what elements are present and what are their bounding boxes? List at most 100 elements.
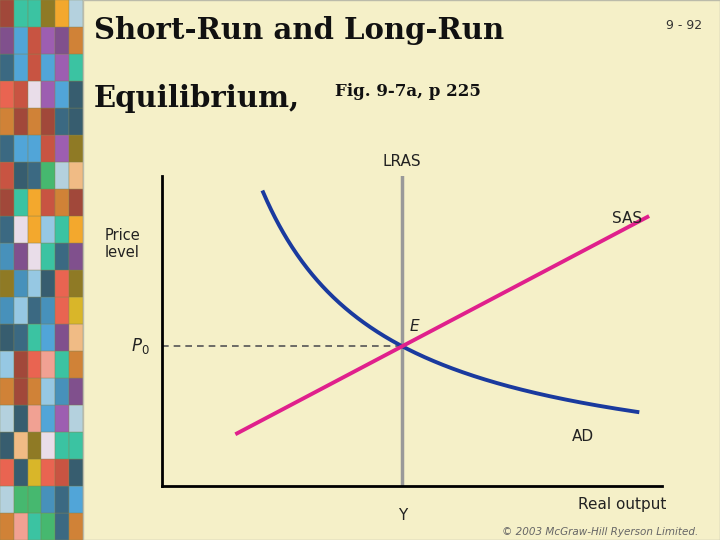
Bar: [0, 432, 14, 459]
Bar: [69, 54, 83, 81]
Bar: [0, 351, 14, 378]
Bar: [27, 189, 42, 216]
Bar: [0, 270, 14, 297]
Bar: [14, 108, 27, 135]
Bar: [0, 216, 14, 243]
Bar: [42, 189, 55, 216]
Bar: [14, 270, 27, 297]
Bar: [0, 486, 14, 513]
Bar: [42, 405, 55, 432]
Text: E: E: [410, 319, 419, 334]
Text: LRAS: LRAS: [383, 154, 421, 170]
Bar: [0, 297, 14, 324]
Bar: [42, 432, 55, 459]
Bar: [14, 324, 27, 351]
Bar: [27, 405, 42, 432]
Bar: [69, 297, 83, 324]
Bar: [55, 27, 69, 54]
Bar: [27, 486, 42, 513]
Bar: [69, 81, 83, 108]
Bar: [27, 243, 42, 270]
Bar: [27, 432, 42, 459]
Text: 9 - 92: 9 - 92: [666, 19, 702, 32]
Bar: [69, 270, 83, 297]
Bar: [69, 135, 83, 162]
Bar: [0, 513, 14, 540]
Bar: [69, 432, 83, 459]
Bar: [14, 162, 27, 189]
Bar: [0, 27, 14, 54]
Text: Real output: Real output: [577, 497, 666, 512]
Bar: [55, 324, 69, 351]
Bar: [14, 54, 27, 81]
Bar: [14, 486, 27, 513]
Bar: [69, 108, 83, 135]
Bar: [69, 513, 83, 540]
Text: $P_0$: $P_0$: [131, 336, 150, 356]
Bar: [27, 54, 42, 81]
Bar: [27, 27, 42, 54]
Bar: [55, 351, 69, 378]
Bar: [55, 432, 69, 459]
Bar: [42, 27, 55, 54]
Bar: [0, 162, 14, 189]
Bar: [42, 243, 55, 270]
Bar: [55, 243, 69, 270]
Bar: [14, 378, 27, 405]
Bar: [55, 378, 69, 405]
Bar: [69, 243, 83, 270]
Bar: [0, 189, 14, 216]
Bar: [42, 270, 55, 297]
Bar: [27, 81, 42, 108]
Bar: [27, 216, 42, 243]
Bar: [27, 351, 42, 378]
Bar: [27, 108, 42, 135]
Bar: [0, 243, 14, 270]
Bar: [42, 297, 55, 324]
Bar: [69, 324, 83, 351]
Bar: [14, 135, 27, 162]
Bar: [14, 27, 27, 54]
Bar: [0, 0, 14, 27]
Text: Fig. 9-7a, p 225: Fig. 9-7a, p 225: [335, 83, 481, 99]
Bar: [0, 459, 14, 486]
Bar: [55, 0, 69, 27]
Bar: [42, 513, 55, 540]
Bar: [69, 486, 83, 513]
Bar: [55, 513, 69, 540]
Text: Y: Y: [397, 508, 407, 523]
Text: Equilibrium,: Equilibrium,: [94, 84, 300, 113]
Bar: [55, 459, 69, 486]
Bar: [55, 189, 69, 216]
Bar: [55, 81, 69, 108]
Text: AD: AD: [572, 429, 595, 444]
Bar: [42, 0, 55, 27]
Text: © 2003 McGraw-Hill Ryerson Limited.: © 2003 McGraw-Hill Ryerson Limited.: [502, 527, 698, 537]
Bar: [27, 135, 42, 162]
Bar: [14, 432, 27, 459]
Bar: [69, 405, 83, 432]
Bar: [14, 81, 27, 108]
Text: Short-Run and Long-Run: Short-Run and Long-Run: [94, 16, 504, 45]
Bar: [0, 135, 14, 162]
Bar: [27, 162, 42, 189]
Bar: [42, 486, 55, 513]
Bar: [0, 324, 14, 351]
Bar: [14, 0, 27, 27]
Bar: [55, 162, 69, 189]
Bar: [42, 108, 55, 135]
Bar: [0, 108, 14, 135]
Bar: [14, 216, 27, 243]
Bar: [69, 27, 83, 54]
Bar: [14, 459, 27, 486]
Bar: [27, 270, 42, 297]
Bar: [55, 54, 69, 81]
Bar: [0, 378, 14, 405]
Bar: [0, 405, 14, 432]
Bar: [42, 162, 55, 189]
Text: SAS: SAS: [612, 211, 642, 226]
Bar: [69, 351, 83, 378]
Bar: [14, 405, 27, 432]
Bar: [27, 459, 42, 486]
Bar: [42, 324, 55, 351]
